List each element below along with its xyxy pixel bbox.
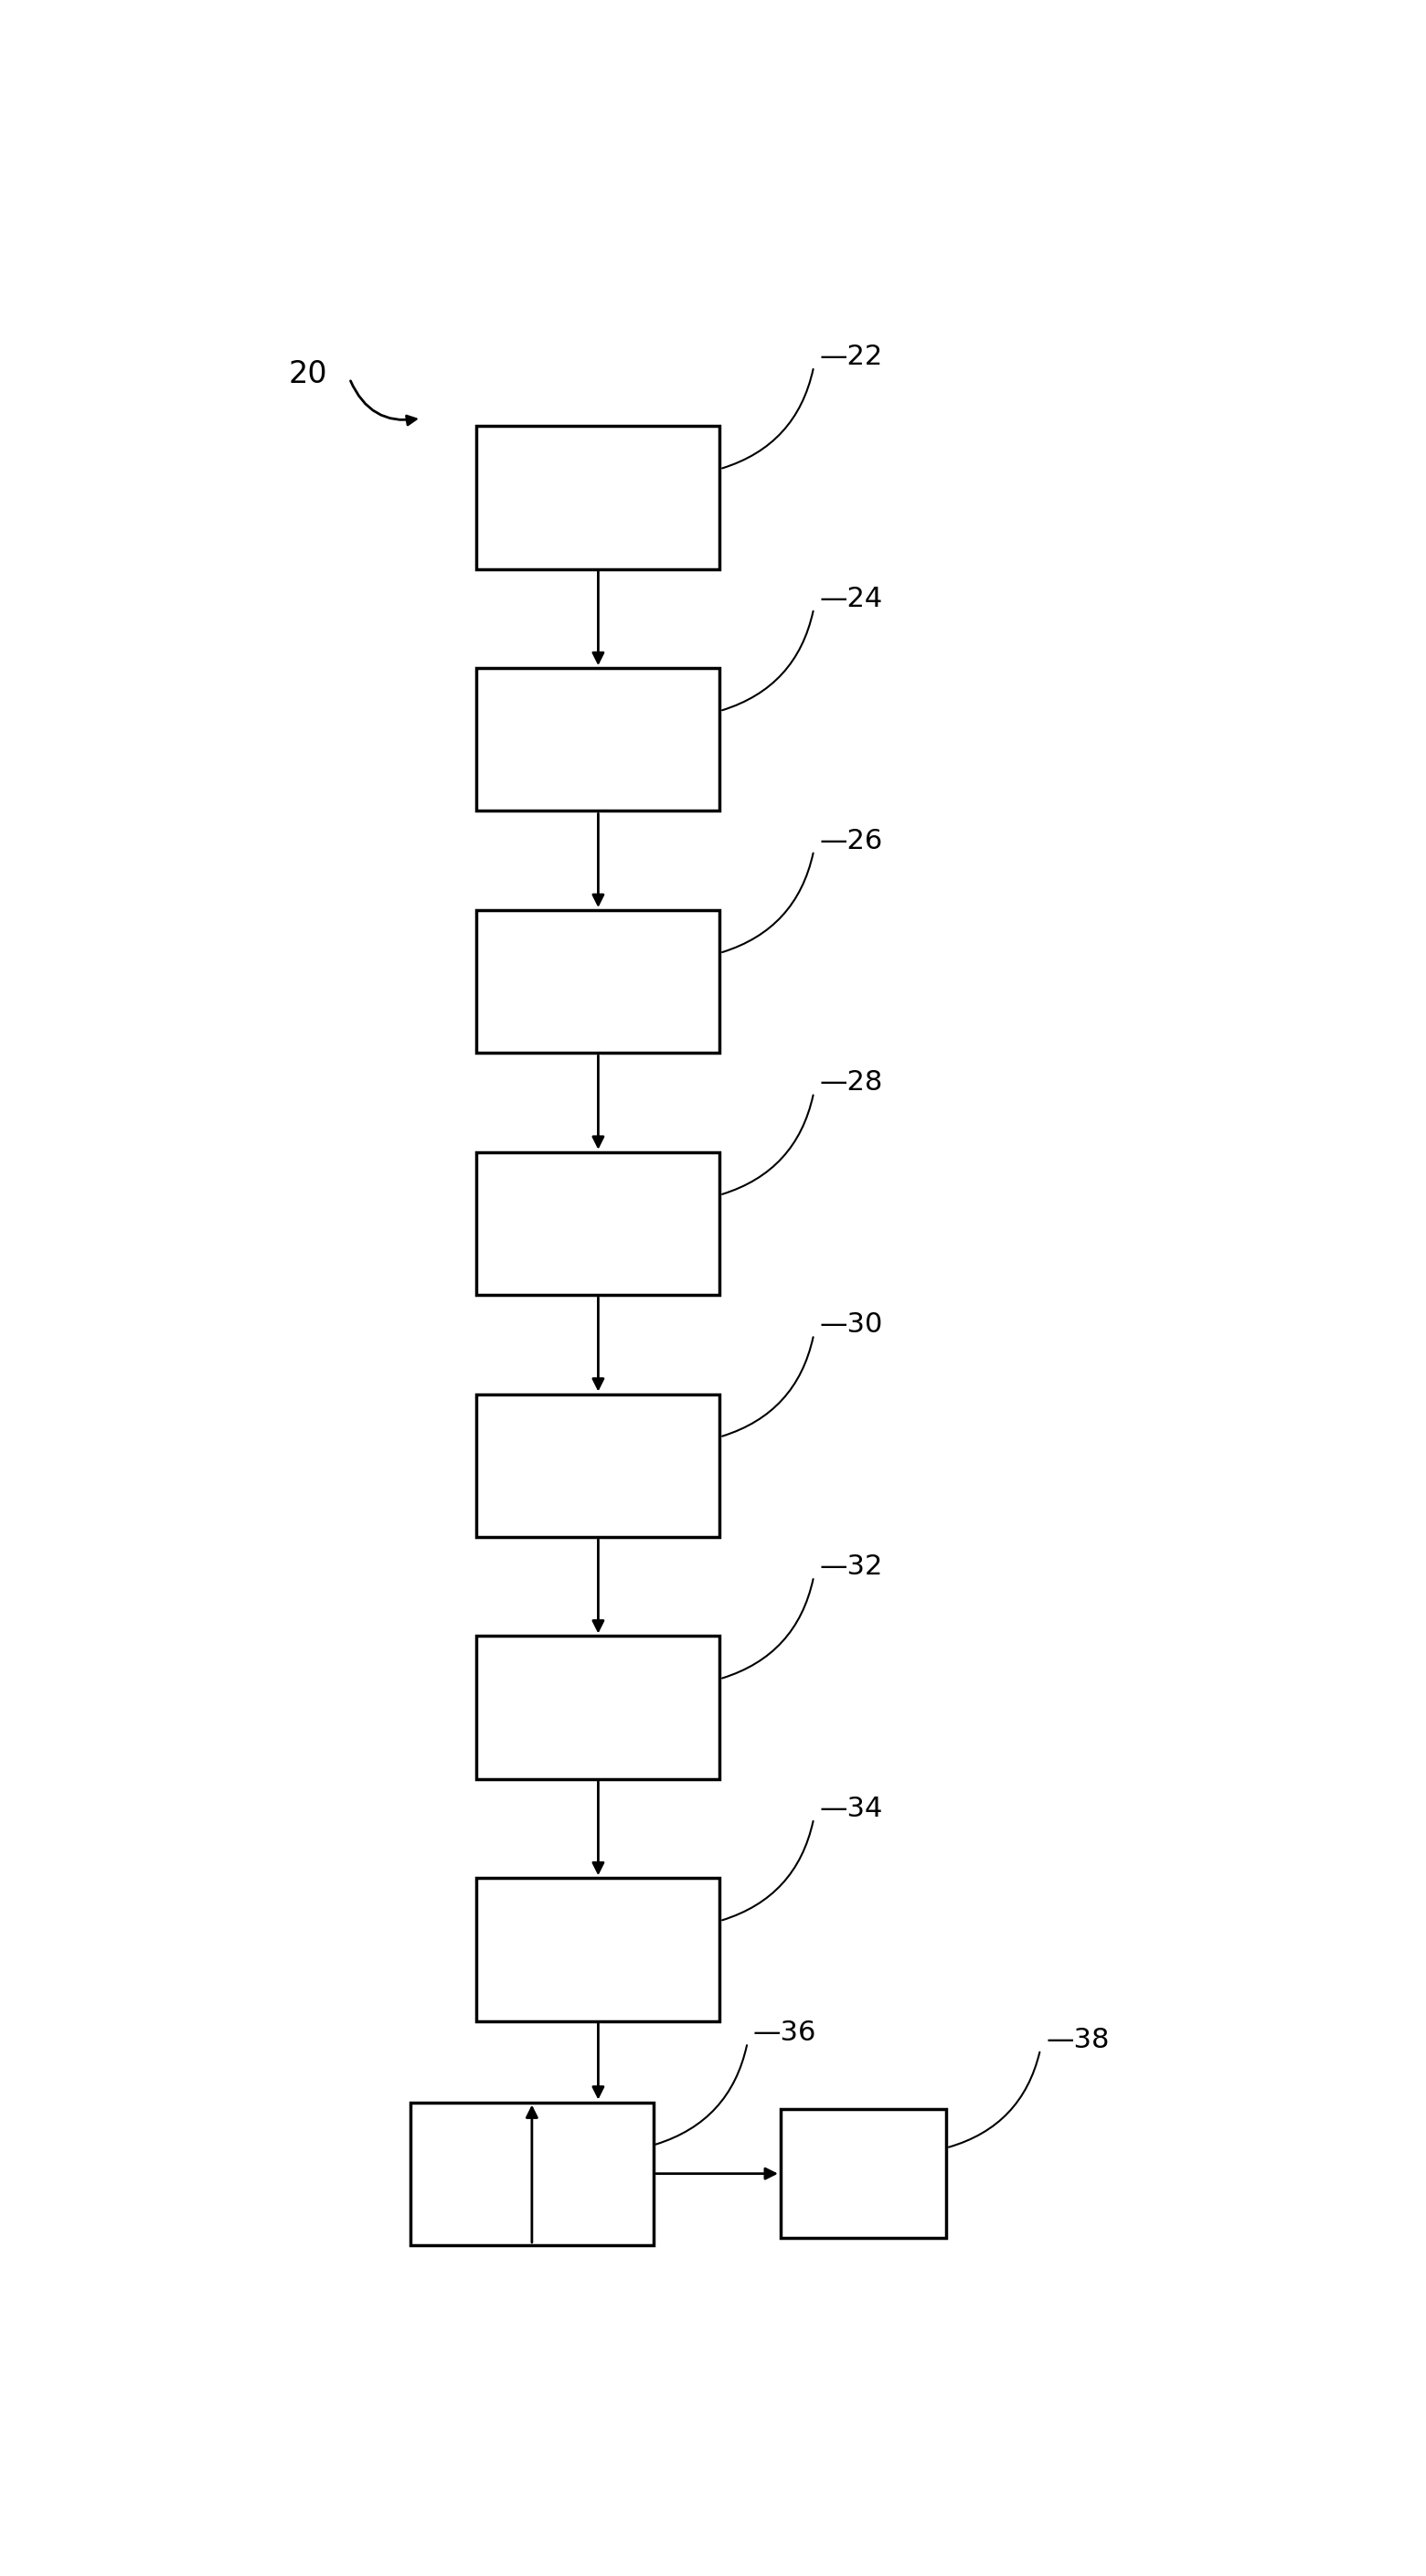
Text: —26: —26 <box>819 827 883 855</box>
Bar <box>476 909 720 1054</box>
Text: —30: —30 <box>819 1311 883 1337</box>
Text: —34: —34 <box>819 1795 883 1821</box>
Bar <box>780 2110 947 2239</box>
Text: —22: —22 <box>819 343 883 371</box>
Text: —36: —36 <box>753 2020 816 2045</box>
Text: —38: —38 <box>1045 2027 1109 2053</box>
Text: —28: —28 <box>819 1069 883 1095</box>
Bar <box>476 667 720 811</box>
Text: —32: —32 <box>819 1553 883 1579</box>
Text: 20: 20 <box>288 358 328 389</box>
Bar <box>476 1394 720 1538</box>
Bar <box>476 1636 720 1780</box>
Bar <box>476 1878 720 2022</box>
Bar <box>476 1151 720 1296</box>
Bar <box>476 425 720 569</box>
Text: —24: —24 <box>819 585 883 613</box>
Bar <box>411 2102 653 2246</box>
